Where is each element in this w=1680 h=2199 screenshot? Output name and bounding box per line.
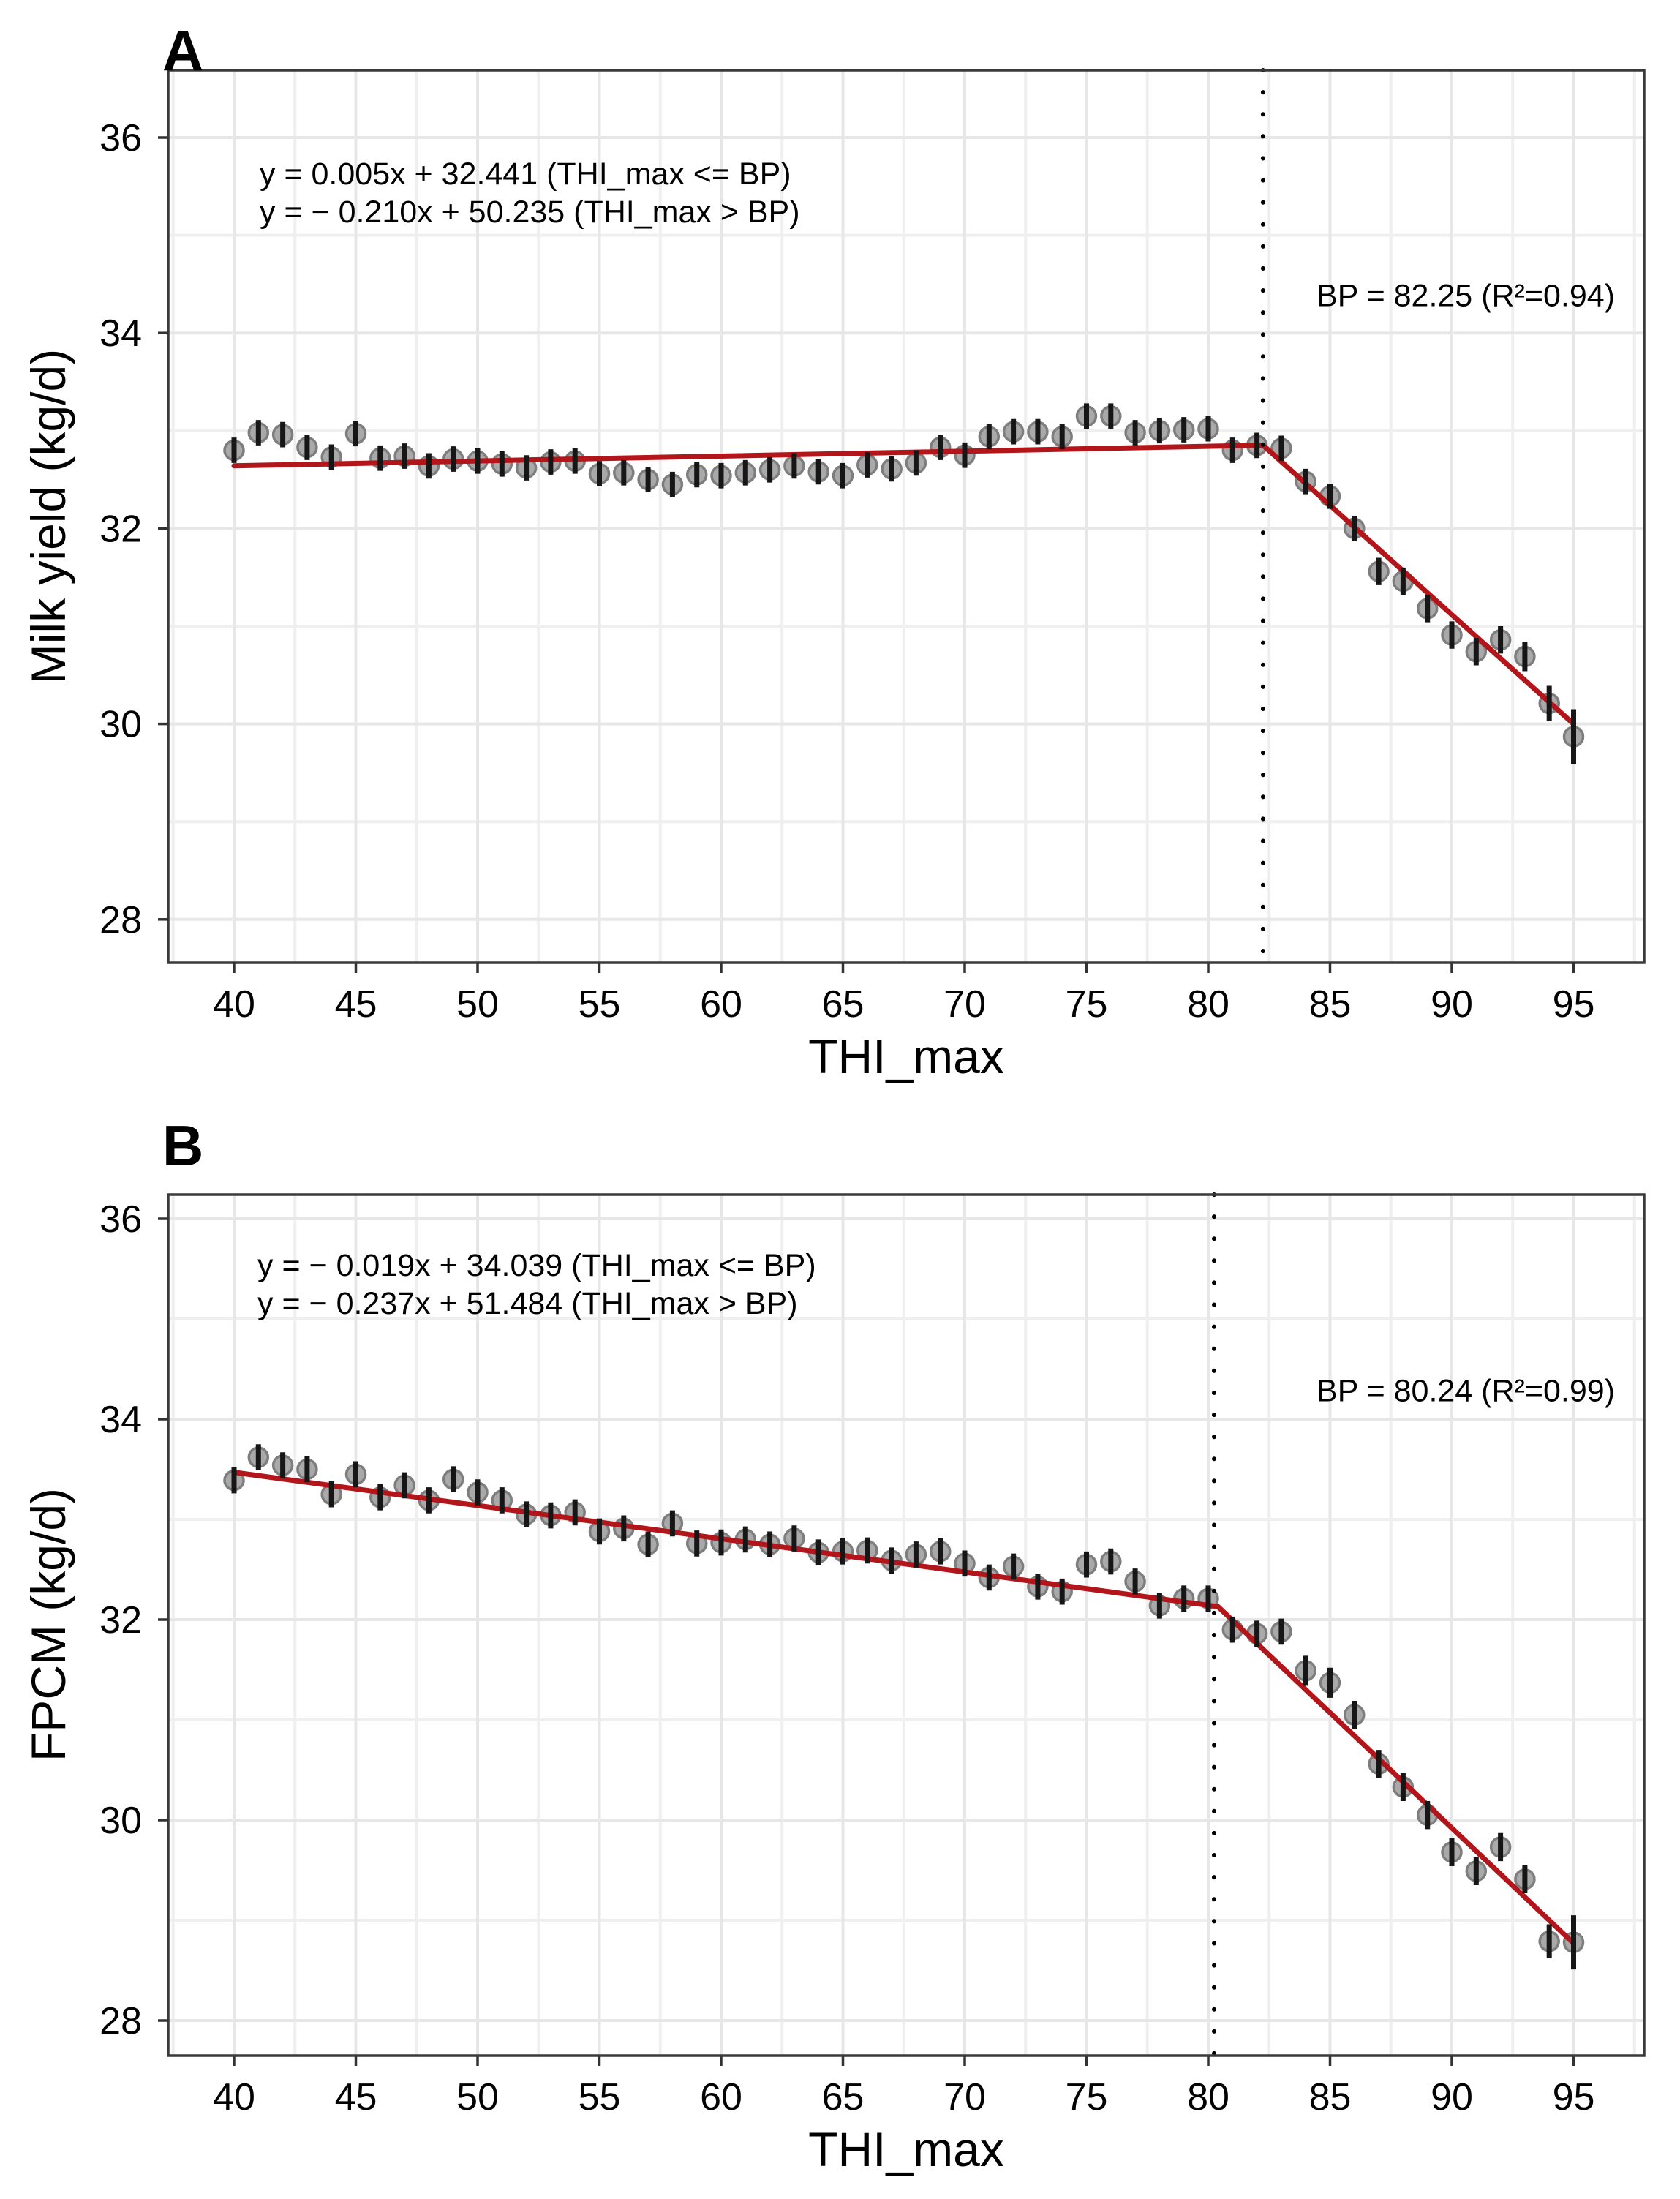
y-tick-label: 34 bbox=[99, 312, 142, 355]
panel-a-x-axis-title: THI_max bbox=[808, 1029, 1004, 1083]
y-tick-label: 28 bbox=[99, 2000, 142, 2042]
x-tick-label: 95 bbox=[1553, 983, 1595, 1026]
x-tick-label: 45 bbox=[335, 2076, 377, 2119]
x-tick-label: 85 bbox=[1309, 2076, 1352, 2119]
x-tick-label: 65 bbox=[822, 2076, 865, 2119]
x-tick-label: 45 bbox=[335, 983, 377, 1026]
panel-a-equation-line1: y = 0.005x + 32.441 (THI_max <= BP) bbox=[260, 157, 791, 192]
x-tick-label: 70 bbox=[943, 2076, 986, 2119]
x-tick-label: 70 bbox=[943, 983, 986, 1026]
x-tick-label: 55 bbox=[579, 983, 621, 1026]
plot-background bbox=[168, 1195, 1644, 2056]
panel-a-letter: A bbox=[162, 18, 204, 83]
x-tick-label: 80 bbox=[1187, 2076, 1229, 2119]
error-bars bbox=[231, 1444, 1576, 1970]
panel-a-equation-line2: y = − 0.210x + 50.235 (THI_max > BP) bbox=[260, 195, 800, 230]
error-bars bbox=[231, 403, 1576, 764]
panel-a-y-axis-title: Milk yield (kg/d) bbox=[21, 348, 75, 685]
x-tick-label: 60 bbox=[700, 2076, 742, 2119]
x-tick-label: 50 bbox=[456, 2076, 499, 2119]
x-tick-label: 90 bbox=[1431, 2076, 1473, 2119]
y-tick-label: 36 bbox=[99, 1198, 142, 1241]
plot-background bbox=[168, 70, 1644, 963]
regression-line bbox=[231, 1470, 1576, 1946]
y-tick-label: 28 bbox=[99, 899, 142, 941]
x-tick-label: 55 bbox=[579, 2076, 621, 2119]
panel-b-breakpoint-annotation: BP = 80.24 (R²=0.99) bbox=[1316, 1373, 1615, 1409]
x-tick-label: 80 bbox=[1187, 983, 1229, 1026]
x-tick-label: 60 bbox=[700, 983, 742, 1026]
panel-b-chart: 40 45 50 55 60 65 70 75 80 85 90 95 36 34 32 30 28 bbox=[99, 1192, 1646, 2119]
x-tick-label: 85 bbox=[1309, 983, 1352, 1026]
panel-b-y-axis-title: FPCM (kg/d) bbox=[21, 1487, 75, 1762]
y-tick-label: 34 bbox=[99, 1399, 142, 1441]
y-tick-label: 30 bbox=[99, 704, 142, 746]
panel-b-x-axis-title: THI_max bbox=[808, 2122, 1004, 2176]
x-tick-label: 65 bbox=[822, 983, 865, 1026]
x-tick-label: 90 bbox=[1431, 983, 1473, 1026]
x-tick-label: 50 bbox=[456, 983, 499, 1026]
y-tick-label: 32 bbox=[99, 1599, 142, 1642]
panel-b-equation-line2: y = − 0.237x + 51.484 (THI_max > BP) bbox=[257, 1286, 798, 1321]
panel-a-chart: 40 45 50 55 60 65 70 75 80 85 90 95 36 34 32 30 28 bbox=[99, 68, 1646, 1026]
x-tick-label: 40 bbox=[213, 983, 255, 1026]
x-tick-label: 75 bbox=[1066, 2076, 1108, 2119]
x-tick-label: 95 bbox=[1553, 2076, 1595, 2119]
x-tick-label: 40 bbox=[213, 2076, 255, 2119]
y-tick-label: 36 bbox=[99, 117, 142, 159]
panel-border bbox=[167, 1193, 1646, 2057]
panel-a-breakpoint-annotation: BP = 82.25 (R²=0.94) bbox=[1316, 278, 1615, 314]
panel-a-equation-annotation: y = 0.005x + 32.441 (THI_max <= BP) y = … bbox=[260, 155, 800, 231]
y-tick-label: 30 bbox=[99, 1800, 142, 1842]
panel-border bbox=[167, 69, 1646, 964]
x-tick-label: 75 bbox=[1066, 983, 1108, 1026]
y-tick-label: 32 bbox=[99, 508, 142, 550]
panel-b-equation-annotation: y = − 0.019x + 34.039 (THI_max <= BP) y … bbox=[257, 1247, 816, 1323]
panel-b-equation-line1: y = − 0.019x + 34.039 (THI_max <= BP) bbox=[257, 1248, 816, 1283]
panel-b-letter: B bbox=[162, 1113, 204, 1178]
